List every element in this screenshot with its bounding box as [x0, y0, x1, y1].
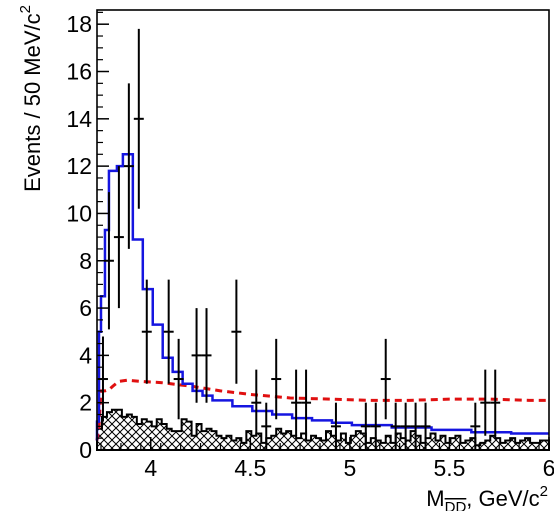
data-point — [123, 83, 134, 249]
x-tick-label: 4 — [144, 455, 157, 481]
y-tick-label: 16 — [66, 59, 92, 85]
data-point — [390, 402, 401, 450]
background-fit-curve — [95, 378, 549, 441]
y-tick-label: 0 — [79, 437, 92, 463]
x-tick-label: 6 — [543, 455, 554, 481]
total-fit-curve — [95, 153, 549, 441]
y-tick-label: 14 — [66, 106, 92, 132]
data-point — [191, 308, 202, 403]
data-point — [163, 279, 174, 384]
y-tick-label: 18 — [66, 11, 92, 37]
y-tick-labels: 0 2 4 6 8 10 12 14 16 18 — [66, 11, 92, 463]
data-point — [201, 308, 212, 403]
data-point — [113, 166, 124, 309]
x-axis-label: MDD, GeV/c2 — [426, 483, 548, 511]
y-tick-label: 10 — [66, 200, 92, 226]
data-point — [231, 279, 242, 384]
data-point — [261, 402, 272, 450]
y-axis-label: Events / 50 MeV/c2 — [17, 5, 45, 192]
data-point — [370, 402, 381, 450]
data-point — [141, 279, 152, 384]
data-point — [360, 402, 371, 450]
data-point — [301, 369, 312, 436]
total-fit-line — [95, 153, 549, 441]
x-tick-label: 5.5 — [433, 455, 465, 481]
data-point — [133, 28, 144, 209]
data-point — [410, 402, 421, 450]
x-tick-label: 4.5 — [234, 455, 266, 481]
hatched-background-histogram — [96, 408, 550, 451]
data-point — [251, 369, 262, 436]
plot-frame — [96, 9, 550, 451]
x-tick-labels: 4 4.5 5 5.5 6 — [144, 455, 554, 481]
data-points — [97, 28, 501, 450]
data-point — [271, 338, 282, 420]
data-point — [173, 338, 184, 420]
data-point — [420, 402, 431, 450]
data-point — [470, 402, 481, 450]
data-point — [480, 369, 491, 436]
data-point — [380, 338, 391, 420]
data-point — [330, 402, 341, 450]
y-tick-label: 6 — [79, 295, 92, 321]
data-point — [291, 369, 302, 436]
y-tick-label: 12 — [66, 153, 92, 179]
y-tick-label: 4 — [79, 342, 92, 368]
y-tick-label: 2 — [79, 390, 92, 416]
x-tick-label: 5 — [343, 455, 356, 481]
y-tick-label: 8 — [79, 248, 92, 274]
data-point — [490, 369, 501, 436]
axis-ticks — [97, 11, 550, 451]
background-fit-line — [95, 378, 549, 441]
data-point — [400, 402, 411, 450]
hatched-histogram-area — [96, 408, 550, 451]
